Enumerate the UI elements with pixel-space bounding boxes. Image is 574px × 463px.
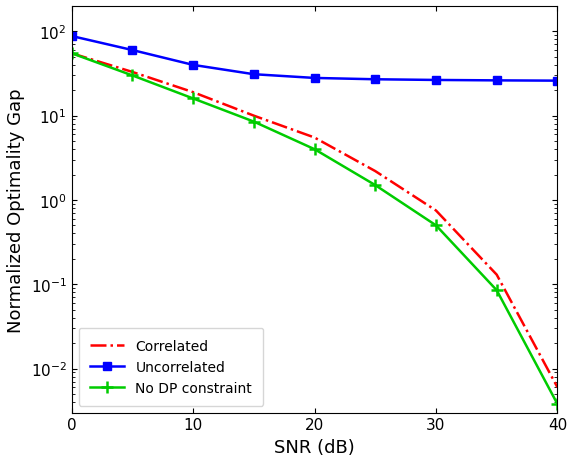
Uncorrelated bbox=[372, 77, 379, 83]
No DP constraint bbox=[189, 96, 196, 102]
No DP constraint bbox=[493, 288, 500, 294]
No DP constraint bbox=[129, 74, 136, 79]
Correlated bbox=[129, 70, 136, 75]
Correlated bbox=[68, 51, 75, 57]
Correlated bbox=[250, 113, 257, 119]
No DP constraint bbox=[372, 183, 379, 188]
Uncorrelated bbox=[493, 78, 500, 84]
X-axis label: SNR (dB): SNR (dB) bbox=[274, 438, 355, 456]
Line: No DP constraint: No DP constraint bbox=[66, 49, 563, 410]
No DP constraint bbox=[554, 401, 561, 407]
Uncorrelated bbox=[68, 34, 75, 40]
Uncorrelated bbox=[189, 63, 196, 69]
Uncorrelated bbox=[433, 78, 440, 83]
Y-axis label: Normalized Optimality Gap: Normalized Optimality Gap bbox=[7, 88, 25, 332]
Uncorrelated bbox=[554, 79, 561, 84]
No DP constraint bbox=[311, 147, 318, 153]
Uncorrelated bbox=[250, 72, 257, 78]
Correlated bbox=[311, 136, 318, 141]
No DP constraint bbox=[250, 119, 257, 125]
No DP constraint bbox=[433, 223, 440, 229]
Uncorrelated bbox=[311, 76, 318, 81]
No DP constraint bbox=[68, 51, 75, 57]
Correlated bbox=[189, 90, 196, 96]
Uncorrelated bbox=[129, 48, 136, 54]
Correlated bbox=[493, 272, 500, 278]
Correlated bbox=[372, 169, 379, 175]
Line: Uncorrelated: Uncorrelated bbox=[67, 33, 561, 86]
Line: Correlated: Correlated bbox=[72, 54, 557, 388]
Legend: Correlated, Uncorrelated, No DP constraint: Correlated, Uncorrelated, No DP constrai… bbox=[79, 328, 263, 406]
Correlated bbox=[433, 208, 440, 214]
Correlated bbox=[554, 385, 561, 390]
